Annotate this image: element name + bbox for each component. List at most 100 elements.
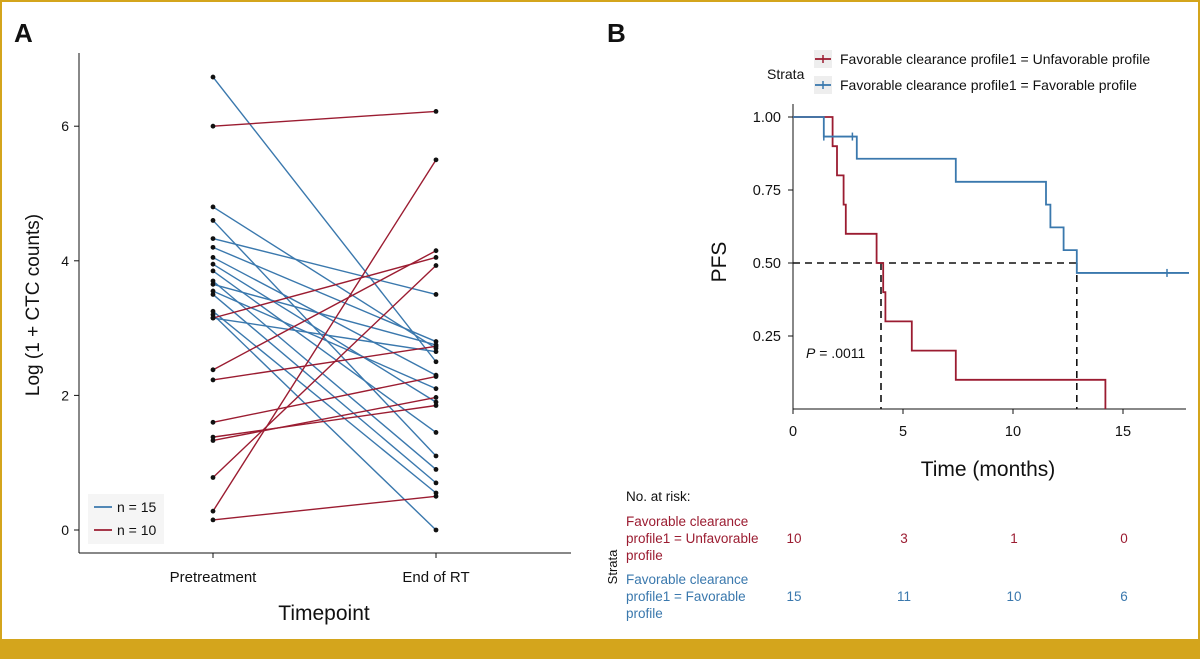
panel-a-point-pre (210, 475, 216, 480)
panel-a-point-pre (210, 308, 216, 314)
panel-a-point-post (433, 527, 439, 533)
panel-a-point-pre (210, 204, 216, 210)
panel-a-point-pre (210, 281, 216, 287)
risk-count: 11 (896, 589, 911, 604)
panel-a-point-post (433, 430, 439, 435)
panel-a-point-post (433, 349, 439, 355)
panel-a-y-tick-label: 2 (61, 387, 69, 403)
panel-a-point-pre (210, 218, 216, 223)
risk-count: 10 (786, 531, 802, 546)
panel-a-point-pre (210, 315, 216, 321)
panel-a-point-pre (210, 244, 216, 250)
panel-a-legend: n = 15 n = 10 (88, 494, 164, 544)
legend-label-n10: n = 10 (117, 522, 157, 538)
panel-a-point-post (433, 467, 439, 472)
risk-count: 6 (1120, 589, 1128, 604)
panel-a-subject-line (212, 256, 437, 319)
panel-a-point-post (433, 493, 439, 499)
risk-row-label-unfavorable: Favorable clearance profile1 = Unfavorab… (626, 513, 758, 564)
panel-b-y-tick-label: 1.00 (753, 110, 781, 126)
risk-row-label-line: profile (626, 548, 663, 563)
panel-b-legend: Strata Favorable clearance profile1 = Un… (767, 50, 1150, 94)
panel-a-point-post (433, 403, 439, 408)
panel-a-subject-line (212, 375, 437, 424)
panel-a-point-post (433, 453, 439, 459)
panel-a-ylabel: Log (1 + CTC counts) (23, 214, 44, 396)
panel-a-subject-line (212, 256, 437, 376)
panel-a-point-post (433, 255, 439, 260)
panel-a-point-post (433, 374, 439, 379)
panel-b-label: B (607, 18, 626, 48)
panel-a-point-pre (210, 367, 216, 373)
risk-row-label-favorable: Favorable clearance profile1 = Favorable… (626, 571, 748, 622)
panel-a-axes: 0 2 4 6 Pretreatment End of RT (61, 53, 571, 586)
p-value-italic: P (806, 345, 816, 361)
panel-a-point-pre (210, 268, 216, 274)
panel-a-point-pre (210, 74, 216, 80)
panel-b-xlabel: Time (months) (921, 458, 1056, 481)
legend-title-strata: Strata (767, 66, 805, 82)
panel-a-point-post (433, 248, 439, 254)
panel-a-point-pre (210, 419, 216, 425)
risk-count: 3 (900, 531, 908, 546)
risk-row-label-line: Favorable clearance (626, 572, 749, 587)
panel-a-subject-line (212, 345, 437, 381)
panel-a-y-tick-label: 4 (61, 253, 69, 269)
risk-table-title: No. at risk: (626, 489, 691, 504)
panel-a-point-pre (210, 255, 216, 260)
risk-row-label-line: profile (626, 606, 663, 621)
panel-a-y-tick-label: 6 (61, 118, 69, 134)
panel-a-subject-line (212, 310, 437, 494)
km-curve-unfavorable (793, 116, 1107, 409)
panel-a-point-pre (210, 438, 216, 443)
panel-a-subject-line (212, 265, 437, 479)
p-value-text: = .0011 (815, 345, 865, 361)
risk-row-label-line: profile1 = Unfavorable (626, 531, 759, 546)
risk-table-side-label: Strata (605, 549, 620, 584)
panel-a-subject-line (212, 283, 437, 346)
legend-label-unfavorable: Favorable clearance profile1 = Unfavorab… (840, 51, 1150, 67)
risk-count: 10 (1006, 589, 1022, 604)
panel-a-point-pre (210, 377, 216, 383)
legend-label-favorable: Favorable clearance profile1 = Favorable… (840, 77, 1137, 93)
panel-a-point-pre (210, 517, 216, 523)
risk-row-label-line: Favorable clearance (626, 514, 749, 529)
panel-a-series (210, 74, 439, 533)
panel-a-point-post (433, 386, 439, 392)
panel-a-point-post (433, 263, 439, 268)
panel-a-subject-line (212, 246, 437, 343)
panel-b-axes: 0.25 0.50 0.75 1.00 0 5 10 15 (753, 104, 1186, 440)
risk-row-label-line: profile1 = Favorable (626, 589, 746, 604)
panel-a-point-post (433, 343, 439, 349)
panel-a-point-post (433, 359, 439, 365)
panel-a-point-pre (210, 292, 216, 297)
panel-b-x-tick-label: 15 (1115, 424, 1131, 440)
panel-b-y-tick-label: 0.75 (753, 183, 781, 199)
panel-a-subject-line (212, 250, 437, 371)
panel-a-subject-line (212, 293, 437, 484)
panel-a-subject-line (212, 237, 437, 296)
panel-a-point-pre (210, 261, 216, 267)
panel-a-point-post (433, 108, 439, 114)
panel-a-point-pre (210, 236, 216, 241)
panel-a-point-post (433, 339, 439, 344)
panel-a-subject-line (212, 280, 437, 470)
panel-b-x-tick-label: 10 (1005, 424, 1021, 440)
risk-count: 1 (1010, 531, 1018, 546)
panel-a-subject-line (212, 219, 437, 457)
panel-b-y-tick-label: 0.50 (753, 256, 781, 272)
panel-a-point-post (433, 480, 439, 486)
panel-b-x-tick-label: 5 (899, 424, 907, 440)
panel-a-point-post (433, 395, 439, 400)
panel-a-point-post (433, 292, 439, 297)
gold-footer-band (0, 639, 1200, 659)
legend-label-n15: n = 15 (117, 499, 157, 515)
panel-b-x-tick-label: 0 (789, 424, 797, 440)
panel-a-point-pre (210, 123, 216, 129)
panel-b-y-tick-label: 0.25 (753, 329, 781, 345)
panel-a-subject-line (212, 76, 437, 363)
panel-a-label: A (14, 18, 33, 48)
panel-a-subject-line (212, 206, 437, 349)
panel-a-point-post (433, 157, 439, 163)
panel-a-subject-line (212, 404, 437, 438)
